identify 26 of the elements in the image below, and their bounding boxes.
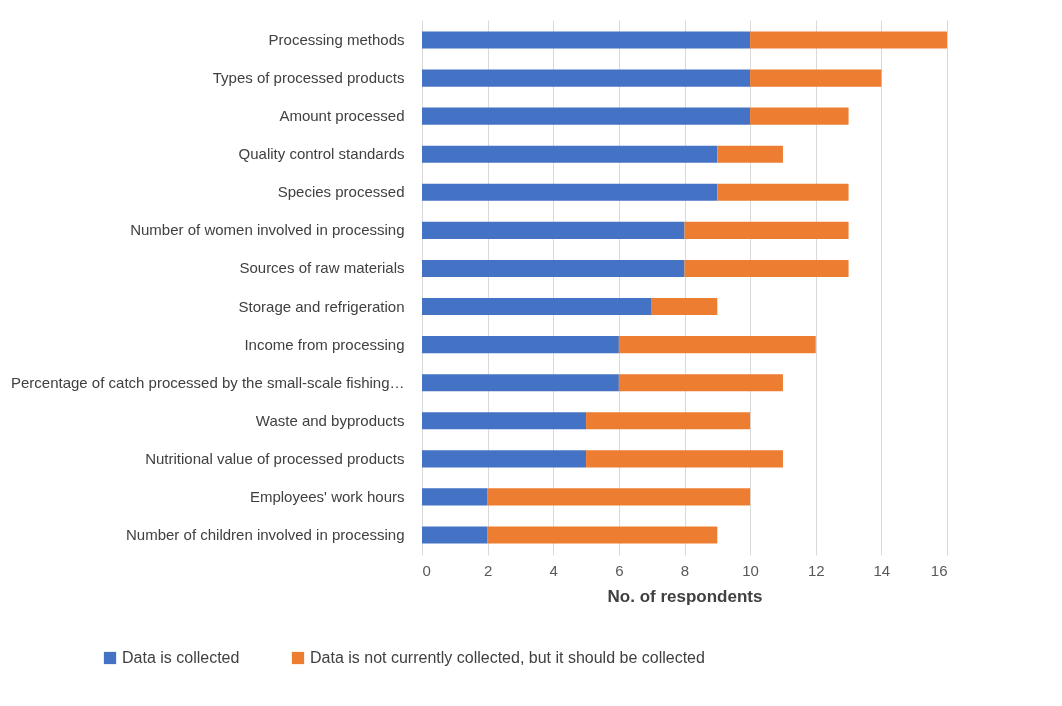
y-tick-label: Storage and refrigeration (238, 297, 405, 315)
y-tick-label: Processing methods (268, 30, 405, 48)
y-tick-label: Waste and byproducts (255, 411, 405, 429)
x-tick-label: 8 (680, 561, 690, 579)
y-tick-label: Percentage of catch processed by the small-scale fishing… (10, 373, 405, 391)
y-tick-label: Sources of raw materials (239, 259, 405, 277)
y-tick-label: Number of women involved in processing (130, 221, 405, 239)
y-tick-label: Quality control standards (238, 145, 405, 163)
x-axis-title: No. of respondents (607, 586, 763, 606)
x-tick-label: 14 (873, 561, 891, 579)
x-tick-label: 2 (483, 561, 493, 579)
x-tick-label: 0 (422, 561, 431, 579)
legend-label: Data is collected (122, 649, 240, 666)
legend-label: Data is not currently collected, but it should be collected (310, 649, 705, 666)
x-tick-label: 10 (742, 561, 759, 579)
x-tick-label: 16 (930, 561, 948, 579)
y-tick-label: Income from processing (244, 335, 405, 353)
x-tick-label: 6 (615, 561, 624, 579)
y-tick-label: Employees' work hours (249, 487, 405, 505)
y-tick-label: Species processed (277, 183, 405, 201)
x-tick-label: 4 (549, 561, 558, 579)
y-tick-label: Amount processed (279, 107, 405, 125)
y-tick-label: Number of children involved in processing (126, 526, 405, 544)
x-tick-label: 12 (807, 561, 825, 579)
y-tick-label: Nutritional value of processed products (145, 449, 405, 467)
y-tick-label: Types of processed products (212, 69, 405, 87)
